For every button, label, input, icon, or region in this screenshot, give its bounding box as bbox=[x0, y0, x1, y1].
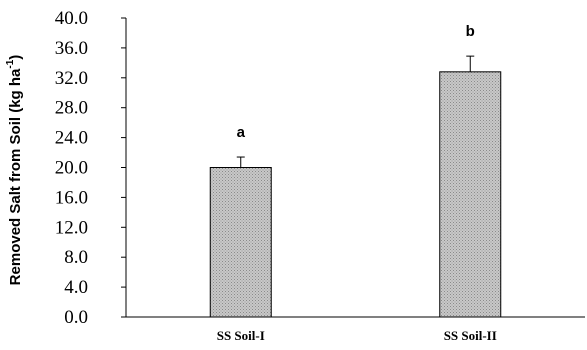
y-tick-label: 20.0 bbox=[55, 158, 88, 179]
x-tick-label: SS Soil-II bbox=[444, 328, 497, 343]
y-axis-ticks: 0.0 4.0 8.0 12.0 16.0 20.0 24.0 28.0 32.0 36.0 40.… bbox=[55, 8, 126, 328]
error-bars bbox=[236, 55, 475, 168]
x-tick-label: SS Soil-I bbox=[217, 328, 265, 343]
y-tick-label: 8.0 bbox=[64, 247, 88, 268]
y-axis-label: Removed Salt from Soil (kg ha-1) bbox=[5, 55, 24, 286]
y-tick-label: 0.0 bbox=[64, 307, 88, 328]
y-tick-label: 28.0 bbox=[55, 98, 88, 119]
y-tick-label: 16.0 bbox=[55, 187, 88, 208]
bar bbox=[209, 167, 272, 318]
y-tick-label: 36.0 bbox=[55, 38, 88, 59]
bar bbox=[439, 71, 502, 318]
x-axis-ticks: SS Soil-I SS Soil-II bbox=[217, 328, 497, 343]
y-tick-label: 32.0 bbox=[55, 68, 88, 89]
y-tick-label: 12.0 bbox=[55, 217, 88, 238]
significance-letter: b bbox=[466, 23, 475, 40]
significance-letters: ab bbox=[237, 23, 475, 141]
significance-letter: a bbox=[237, 124, 246, 141]
y-tick-label: 40.0 bbox=[55, 8, 88, 29]
y-tick-label: 24.0 bbox=[55, 128, 88, 149]
bars bbox=[209, 71, 502, 318]
y-tick-label: 4.0 bbox=[64, 277, 88, 298]
